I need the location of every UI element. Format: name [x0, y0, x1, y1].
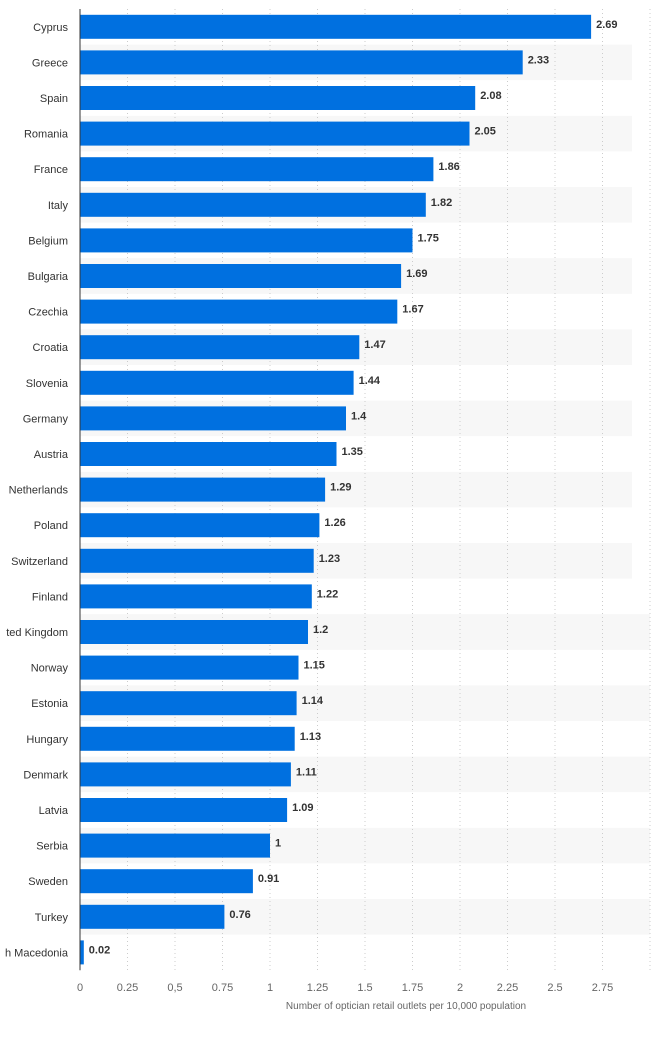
value-label: 1.35 — [342, 446, 363, 458]
category-label: Austria — [34, 449, 69, 461]
category-label: Germany — [23, 413, 69, 425]
x-tick-label: 2.5 — [547, 982, 562, 994]
x-axis-title: Number of optician retail outlets per 10… — [286, 1001, 526, 1012]
category-label: Bulgaria — [28, 271, 69, 283]
bar — [80, 655, 299, 680]
bar — [80, 299, 398, 324]
value-label: 1.47 — [364, 339, 385, 351]
bar — [80, 548, 314, 573]
bar — [80, 513, 320, 538]
value-label: 2.33 — [528, 54, 549, 66]
value-label: 1.4 — [351, 410, 367, 422]
value-label: 0.02 — [89, 944, 110, 956]
bar — [80, 691, 297, 716]
bar — [80, 157, 434, 182]
bar — [80, 192, 426, 217]
category-label: France — [34, 164, 68, 176]
value-label: 0.76 — [229, 909, 250, 921]
category-label: Finland — [32, 591, 68, 603]
bar — [80, 121, 470, 146]
category-label: Estonia — [31, 698, 69, 710]
x-tick-label: 0 — [77, 982, 83, 994]
value-label: 1 — [275, 838, 281, 850]
value-label: 1.26 — [324, 517, 345, 529]
bar — [80, 726, 295, 751]
category-label: Poland — [34, 520, 68, 532]
value-label: 1.23 — [319, 553, 340, 565]
x-tick-label: 1.25 — [307, 982, 328, 994]
bar — [80, 762, 291, 787]
category-label: ted Kingdom — [6, 627, 68, 639]
category-label: Denmark — [23, 769, 68, 781]
category-label: Sweden — [28, 876, 68, 888]
bar — [80, 940, 84, 965]
bar — [80, 477, 326, 502]
category-label: Turkey — [35, 912, 69, 924]
bar — [80, 833, 270, 858]
bar — [80, 14, 592, 39]
category-label: Italy — [48, 200, 69, 212]
category-label: Belgium — [28, 235, 68, 247]
value-label: 1.11 — [296, 766, 317, 778]
value-label: 2.69 — [596, 19, 617, 31]
value-label: 1.86 — [438, 161, 459, 173]
x-tick-label: 0.75 — [212, 982, 233, 994]
category-label: Norway — [31, 663, 69, 675]
value-label: 1.2 — [313, 624, 328, 636]
value-label: 1.29 — [330, 482, 351, 494]
category-label: Cyprus — [33, 22, 68, 34]
x-tick-label: 1 — [267, 982, 273, 994]
value-label: 1.09 — [292, 802, 313, 814]
bar — [80, 798, 288, 822]
bar — [80, 264, 402, 288]
x-tick-label: 1.5 — [357, 982, 372, 994]
value-label: 1.13 — [300, 731, 321, 743]
bar — [80, 620, 308, 644]
value-label: 1.82 — [431, 197, 452, 209]
x-axis-ticks: 0 0.25 0,5 0.75 1 1.25 1.5 1.75 2 2.25 2.5 2.75 — [77, 982, 613, 994]
category-label: Switzerland — [11, 556, 68, 568]
bar — [80, 406, 346, 431]
value-label: 2.08 — [480, 90, 501, 102]
category-label: Slovenia — [26, 378, 69, 390]
category-label: Serbia — [36, 841, 69, 853]
bar — [80, 584, 312, 609]
bar — [80, 50, 523, 75]
bar — [80, 228, 413, 253]
bar — [80, 370, 354, 395]
x-tick-label: 2.75 — [592, 982, 613, 994]
category-label: Greece — [32, 57, 68, 69]
category-label: Croatia — [33, 342, 69, 354]
x-tick-label: 0,5 — [167, 982, 182, 994]
value-label: 1.22 — [317, 588, 338, 600]
category-label: Romania — [24, 129, 69, 141]
category-label: Hungary — [26, 734, 68, 746]
value-label: 1.67 — [402, 304, 423, 316]
x-tick-label: 1.75 — [402, 982, 423, 994]
x-tick-label: 2 — [457, 982, 463, 994]
bar — [80, 904, 225, 929]
value-label: 1.75 — [418, 232, 439, 244]
bars — [80, 14, 592, 965]
category-label: Spain — [40, 93, 68, 105]
category-label: Czechia — [28, 307, 69, 319]
category-label: Latvia — [39, 805, 69, 817]
x-tick-label: 0.25 — [117, 982, 138, 994]
bar — [80, 335, 360, 360]
value-labels: 2.69 2.33 2.08 2.05 1.86 1.82 1.75 1.69 1.67 1.47… — [89, 19, 618, 957]
value-label: 0.91 — [258, 873, 279, 885]
value-label: 1.14 — [302, 695, 324, 707]
category-label: h Macedonia — [5, 947, 69, 959]
bar — [80, 86, 476, 110]
bar — [80, 442, 337, 466]
value-label: 2.05 — [475, 126, 496, 138]
value-label: 1.44 — [359, 375, 381, 387]
x-tick-label: 2.25 — [497, 982, 518, 994]
category-labels: Cyprus Greece Spain Romania France Italy Belgi… — [5, 22, 69, 960]
value-label: 1.69 — [406, 268, 427, 280]
category-label: Netherlands — [9, 485, 69, 497]
bar — [80, 869, 253, 894]
value-label: 1.15 — [304, 660, 325, 672]
